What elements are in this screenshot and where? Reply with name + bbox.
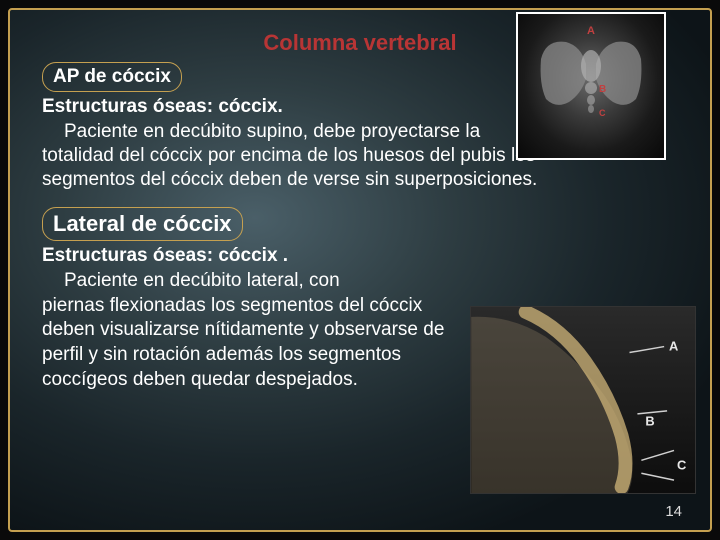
xray-top-label-a: A [587,25,595,37]
page-number: 14 [665,503,682,520]
xray-bottom-label-a: A [669,339,678,354]
section2-structures: Estructuras óseas: cóccix . [42,244,472,269]
section2-body: piernas flexionadas los segmentos del có… [42,294,472,393]
slide-container: Columna vertebral AP de cóccix Estructur… [8,8,712,532]
xray-top-label-c: C [599,108,606,118]
xray-top-label-b: B [599,84,606,95]
lateral-illustration: A B C [471,307,695,493]
pelvis-illustration: A B C [531,24,651,144]
xray-ap-coccix-image: A B C [516,12,666,160]
xray-bottom-label-c: C [677,457,686,472]
xray-lateral-coccix-image: A B C [470,306,696,494]
section2-heading-pill: Lateral de cóccix [42,207,243,242]
section1-body-indent: Paciente en decúbito supino, debe proyec… [64,121,480,142]
xray-bottom-label-b: B [645,414,654,429]
section2-body-indent: Paciente en decúbito lateral, con [64,270,340,291]
section-lateral-coccix: Lateral de cóccix Estructuras óseas: cóc… [42,207,472,393]
section1-heading-pill: AP de cóccix [42,62,182,92]
